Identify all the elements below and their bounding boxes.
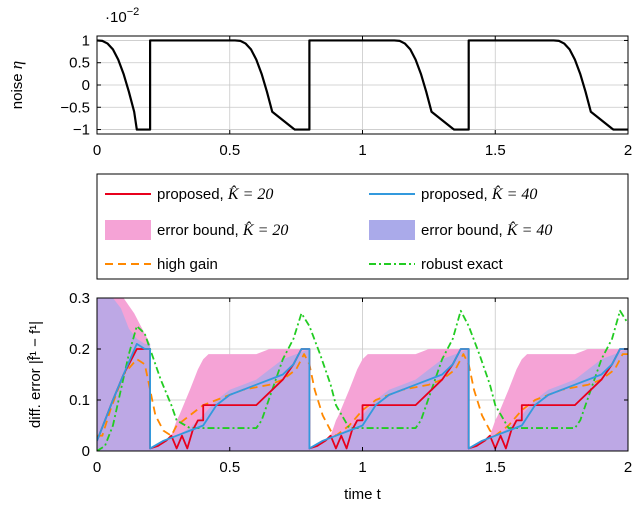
legend-math-0: K̂ = 20 (227, 184, 273, 203)
error-xtick-label-1: 0.5 (219, 459, 240, 476)
noise-ylabel-symbol: η (7, 61, 26, 69)
noise-ytick-label-3: −0.5 (60, 99, 90, 116)
legend-entry-2: error bound, K̂ = 20 (157, 220, 288, 239)
legend-math-2: K̂ = 20 (242, 220, 288, 239)
noise-xtick-label-0: 0 (93, 142, 101, 159)
legend-math-1: K̂ = 40 (491, 184, 537, 203)
noise-ytick-label-1: 0.5 (69, 55, 90, 72)
proposed-k40-line (97, 343, 628, 450)
legend-box (96, 173, 629, 280)
error-xtick-label-4: 2 (624, 459, 632, 476)
error-xtick-label-2: 1 (358, 459, 366, 476)
proposed-k20-line (97, 348, 628, 450)
error-xtick-label-0: 0 (93, 459, 101, 476)
noise-series-line (96, 39, 628, 131)
noise-ytick-label-4: −1 (73, 122, 90, 139)
noise-xtick-label-2: 1 (358, 142, 366, 159)
legend-label-4: high gain (157, 256, 218, 273)
noise-scale-exponent: −2 (127, 6, 140, 18)
error-bound-band-k40 (97, 298, 628, 451)
noise-xtick-label-3: 1.5 (485, 142, 506, 159)
noise-ytick-label-2: 0 (82, 77, 90, 94)
noise-ytick-label-0: 1 (82, 32, 90, 49)
error-plot-area (97, 298, 628, 451)
noise-ylabel: noise η (7, 61, 26, 109)
legend-label-2: error bound, (157, 222, 243, 239)
legend-entry-1: proposed, K̂ = 40 (421, 184, 537, 203)
robust-exact-line (97, 309, 628, 451)
legend-entry-3: error bound, K̂ = 40 (421, 220, 552, 239)
noise-ylabel-text: noise (9, 69, 26, 109)
legend-entry-4: high gain (157, 256, 218, 273)
legend-label-3: error bound, (421, 222, 507, 239)
noise-scale-base: ·10 (105, 9, 127, 26)
legend-entry-0: proposed, K̂ = 20 (157, 184, 273, 203)
noise-xtick-label-1: 0.5 (219, 142, 240, 159)
error-xlabel: time t (344, 486, 382, 503)
legend-swatch-3 (369, 220, 415, 240)
noise-scale-factor: ·10−2 (105, 6, 139, 26)
legend-swatch-2 (105, 220, 151, 240)
error-ytick-label-2: 0.2 (69, 341, 90, 358)
legend: proposed, K̂ = 20 proposed, K̂ = 40error … (96, 173, 629, 280)
error-ytick-label-0: 0 (82, 443, 90, 460)
noise-xtick-label-4: 2 (624, 142, 632, 159)
error-ylabel: diff. error |f̂¹ − f¹| (27, 321, 44, 428)
legend-label-1: proposed, (421, 186, 492, 203)
legend-label-0: proposed, (157, 186, 228, 203)
error-ytick-label-1: 0.1 (69, 392, 90, 409)
legend-math-3: K̂ = 40 (506, 220, 552, 239)
legend-entry-5: robust exact (421, 256, 504, 273)
error-ytick-label-3: 0.3 (69, 290, 90, 307)
error-xtick-label-3: 1.5 (485, 459, 506, 476)
legend-label-5: robust exact (421, 256, 504, 273)
noise-chart: 0 0.5 1 1.5 2 1 0.5 0 −0.5 −1 ·10−2 noise η (7, 6, 632, 159)
error-chart: 0 0.5 1 1.5 2 0 0.1 0.2 0.3 time t diff. error |f̂… (27, 290, 632, 503)
